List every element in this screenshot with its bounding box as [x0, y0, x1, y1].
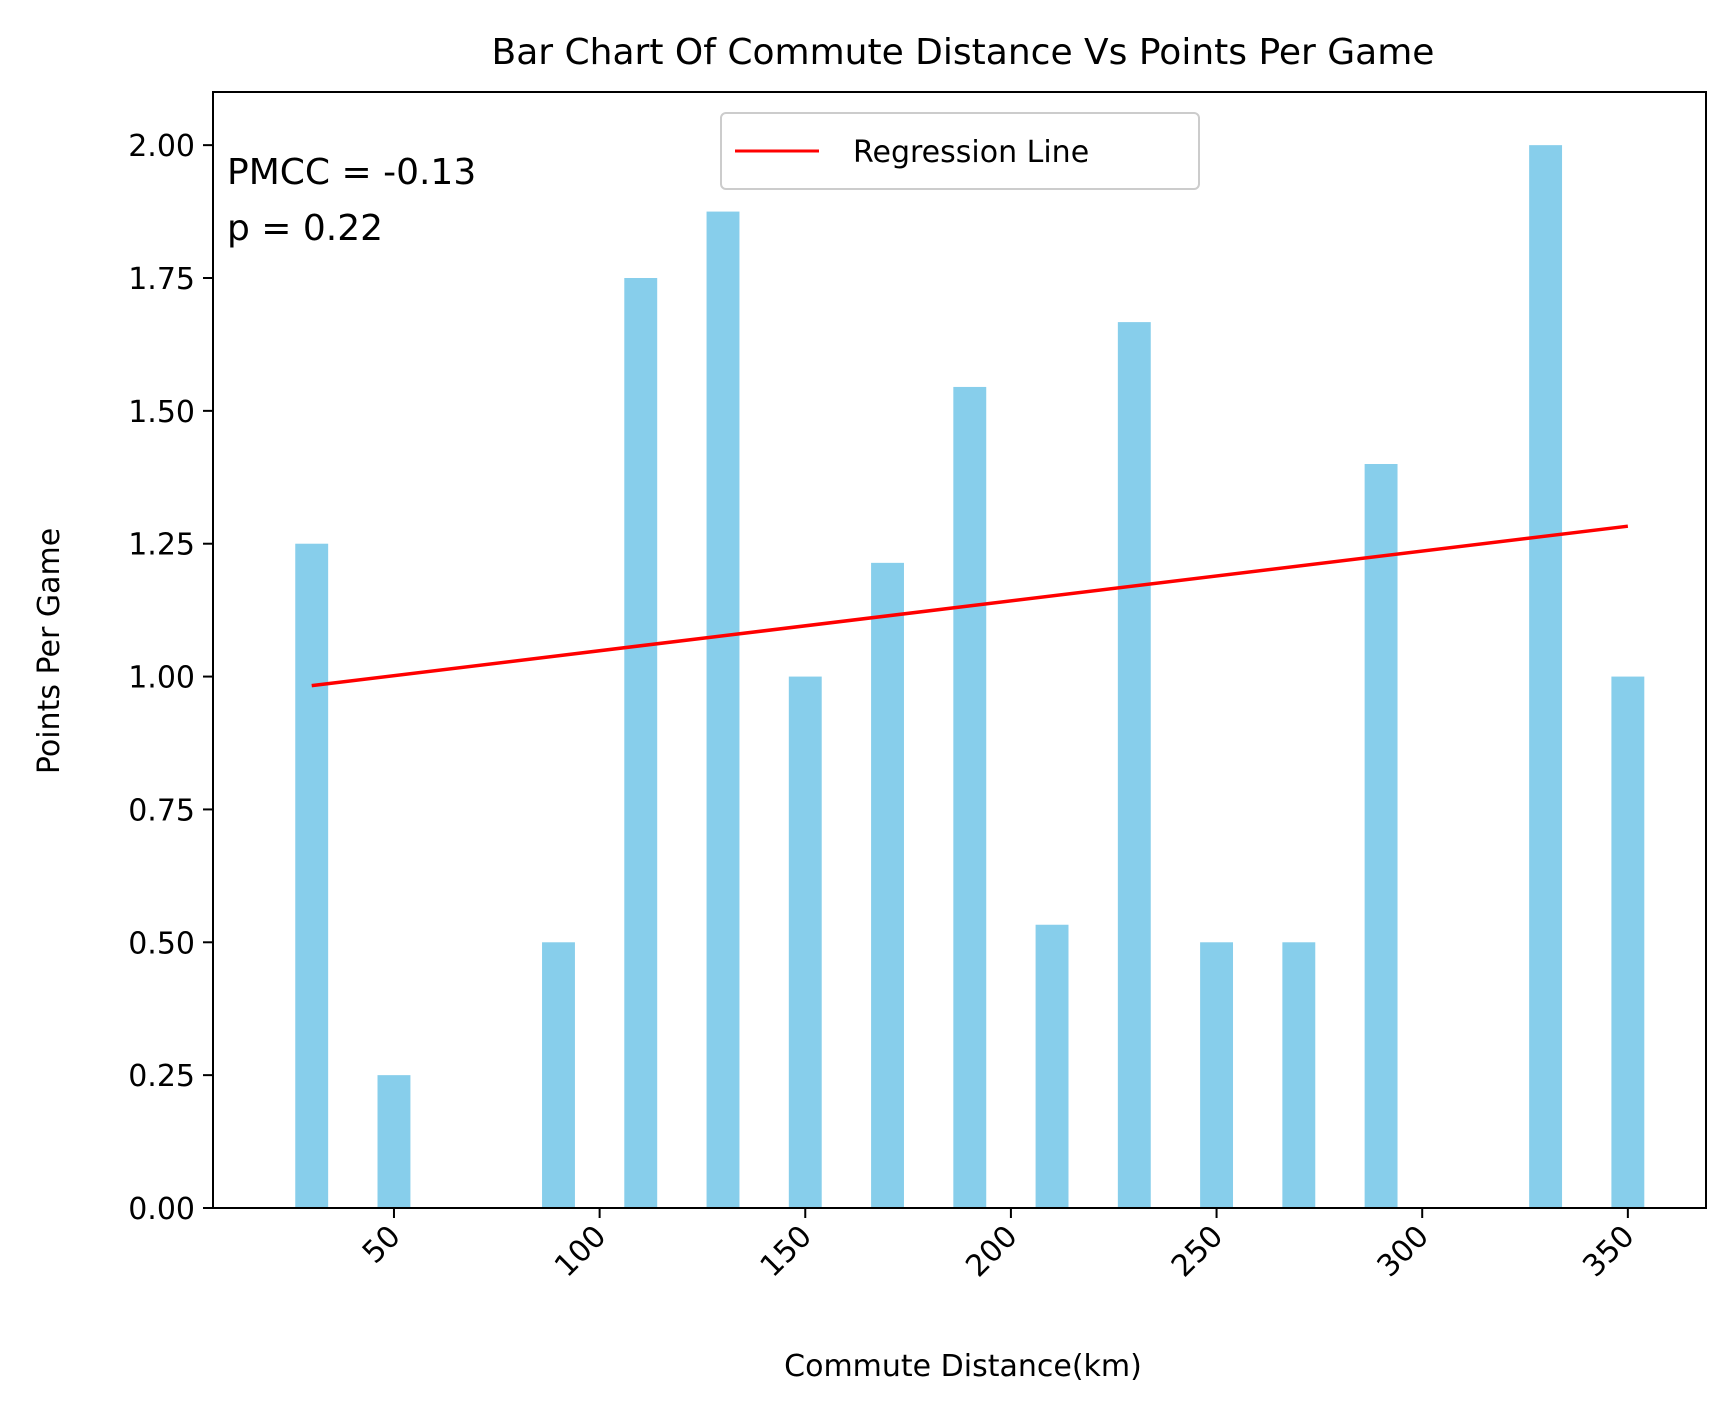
bar-0 [295, 543, 329, 1208]
regression-line [311, 524, 1629, 688]
pmcc-annotation: PMCC = -0.13 [227, 152, 476, 193]
bar-3 [624, 278, 658, 1208]
y-tick-label-5: 1.25 [128, 528, 195, 563]
y-tick-label-6: 1.50 [128, 395, 195, 430]
legend-label: Regression Line [853, 135, 1089, 170]
bar-2 [542, 942, 575, 1208]
y-tick-label-3: 0.75 [128, 793, 195, 828]
bar-5 [788, 676, 822, 1208]
y-tick-label-1: 0.25 [128, 1059, 195, 1094]
bar-10 [1200, 942, 1234, 1208]
bar-14 [1611, 676, 1645, 1208]
bar-9 [1117, 322, 1151, 1208]
bar-13 [1529, 145, 1563, 1209]
y-tick-label-7: 1.75 [128, 262, 195, 297]
bar-1 [377, 1075, 411, 1208]
bar-4 [706, 211, 740, 1209]
axes-layer [212, 91, 1707, 1209]
stats-annotation: PMCC = -0.13 p = 0.22 [227, 152, 476, 249]
bar-12 [1364, 464, 1398, 1208]
legend-box [720, 112, 1200, 190]
bars-layer [295, 145, 1645, 1209]
chart-title: Bar Chart Of Commute Distance Vs Points … [492, 32, 1435, 73]
bar-11 [1282, 942, 1316, 1208]
y-tick-label-0: 0.00 [128, 1192, 195, 1227]
legend: Regression Line [720, 112, 1200, 190]
y-tick-label-4: 1.00 [128, 661, 195, 696]
y-tick-label-2: 0.50 [128, 926, 195, 961]
y-tick-label-8: 2.00 [128, 129, 195, 164]
bar-6 [871, 562, 904, 1208]
y-axis-label: Points Per Game [32, 528, 67, 774]
bar-7 [953, 386, 987, 1208]
p-value-annotation: p = 0.22 [227, 208, 383, 249]
bar-8 [1035, 924, 1069, 1208]
x-axis-label: Commute Distance(km) [784, 1349, 1142, 1384]
plot-frame [212, 91, 1707, 1209]
regression-layer [311, 524, 1629, 688]
